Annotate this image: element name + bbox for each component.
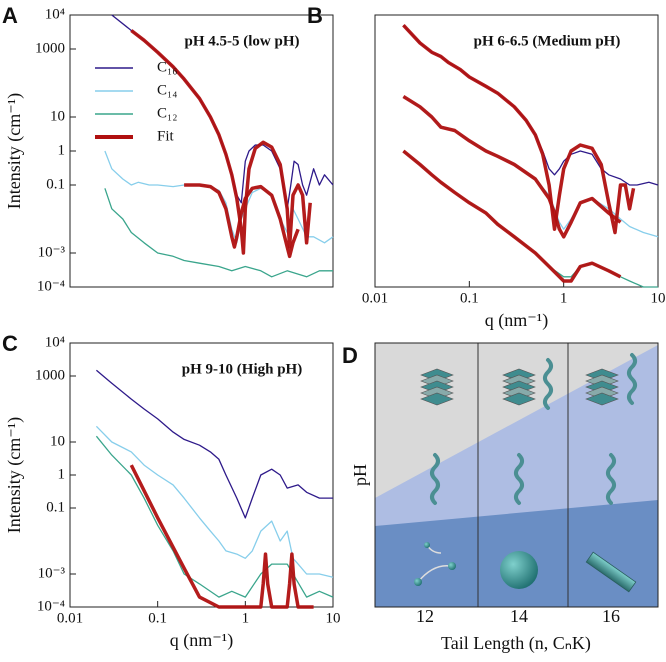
layer — [420, 392, 454, 406]
fit-line — [184, 183, 300, 259]
data-line — [104, 150, 334, 244]
legend-label: C₁₂ — [157, 105, 177, 121]
fit-line — [402, 24, 636, 235]
y-axis-label: Intensity (cm⁻¹) — [4, 93, 25, 209]
fit-line — [129, 464, 314, 609]
helix — [627, 353, 637, 405]
layer — [502, 392, 536, 406]
y-tick-label: 0.1 — [46, 176, 65, 192]
x-tick-label: 1 — [560, 290, 568, 306]
x-axis-label: Tail Length (n, CₙK) — [441, 633, 591, 654]
x-tick-label: 16 — [602, 606, 620, 626]
lamellar-icons — [420, 368, 619, 406]
x-tick-label: 1 — [242, 610, 250, 626]
x-tick-label: 0.1 — [460, 290, 479, 306]
y-tick-label: 1 — [58, 466, 66, 482]
plot-frame — [374, 14, 659, 288]
chart-title: pH 9-10 (High pH) — [182, 361, 302, 377]
data-line — [95, 369, 333, 519]
chart-title: pH 4.5-5 (low pH) — [184, 33, 299, 49]
helix-icons — [430, 353, 637, 505]
x-tick-label: 0.1 — [148, 610, 167, 626]
y-tick-label: 10⁻⁴ — [37, 278, 65, 294]
y-tick-label: 1000 — [35, 40, 65, 56]
legend-label: C₁₆ — [157, 59, 177, 75]
sphere — [500, 551, 538, 589]
y-tick-label: 10⁻³ — [38, 565, 66, 581]
data-line — [95, 425, 334, 578]
fit-line — [402, 95, 622, 239]
y-tick-label: 10 — [50, 108, 65, 124]
y-tick-label: 1000 — [35, 367, 65, 383]
y-axis-label: Intensity (cm⁻¹) — [4, 417, 25, 533]
panel-frame — [374, 342, 659, 608]
data-line — [104, 188, 333, 278]
data-line — [95, 435, 334, 598]
fit-line — [402, 149, 622, 283]
panel-label: B — [307, 3, 323, 28]
x-tick-label: 12 — [416, 606, 434, 626]
y-tick-label: 0.1 — [46, 499, 65, 515]
fit-line — [130, 29, 312, 255]
y-tick-label: 10⁴ — [45, 334, 65, 350]
micelle-icons — [414, 542, 637, 593]
y-tick-label: 1 — [58, 142, 66, 158]
y-axis-label: pH — [350, 464, 370, 486]
chart-title: pH 6-6.5 (Medium pH) — [474, 33, 621, 49]
panel-d — [374, 342, 659, 608]
layer — [585, 392, 619, 406]
y-tick-label: 10⁴ — [45, 6, 65, 22]
y-tick-label: 10 — [50, 433, 65, 449]
panel-label: A — [2, 3, 18, 28]
helix — [606, 453, 616, 505]
y-tick-label: 10⁻³ — [38, 244, 66, 260]
x-tick-label: 10 — [326, 610, 341, 626]
helix — [430, 453, 440, 505]
x-tick-label: 0.01 — [362, 290, 388, 306]
head — [424, 542, 430, 548]
legend-label: Fit — [157, 128, 175, 144]
rod — [585, 551, 637, 593]
x-tick-label: 0.01 — [57, 610, 83, 626]
legend-label: C₁₄ — [157, 82, 177, 98]
data-line — [403, 95, 659, 238]
head — [414, 578, 422, 586]
panel-label: D — [342, 343, 358, 368]
panel-label: C — [2, 331, 18, 356]
x-axis-label: q (nm⁻¹) — [485, 310, 548, 331]
head — [448, 562, 456, 570]
x-tick-label: 14 — [510, 606, 528, 626]
x-tick-label: 10 — [651, 290, 666, 306]
helix — [514, 453, 524, 505]
y-tick-label: 10⁻⁴ — [37, 598, 65, 614]
helix — [543, 358, 553, 410]
x-axis-label: q (nm⁻¹) — [170, 630, 233, 651]
